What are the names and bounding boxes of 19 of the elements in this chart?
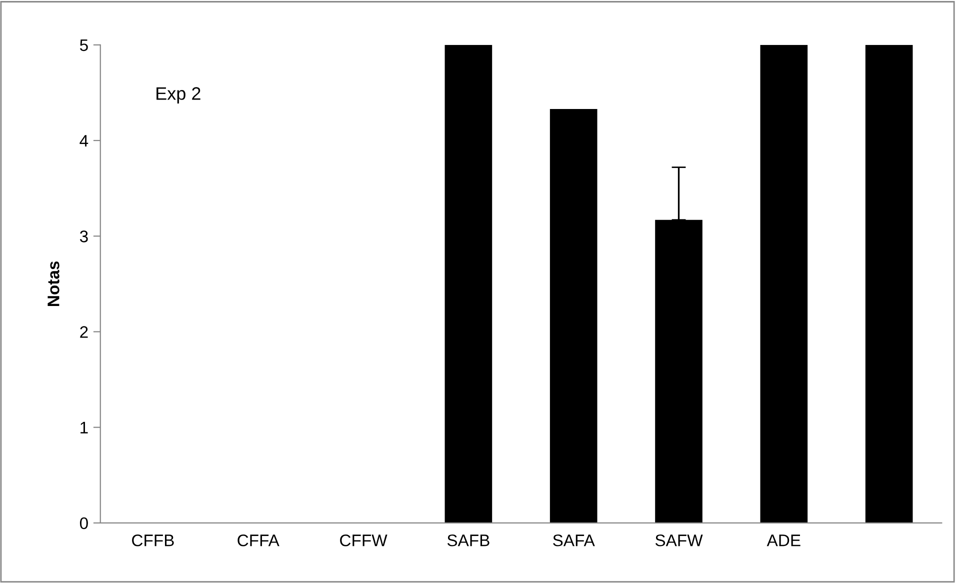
x-tick-label: CFFA [238, 534, 280, 546]
y-tick-label: 0 [80, 517, 88, 530]
bar [760, 44, 808, 523]
x-tick-label: CFFW [340, 534, 388, 546]
y-tick-label: 4 [80, 135, 88, 147]
bar [550, 108, 598, 523]
bar [865, 44, 913, 523]
y-axis-title: Notas [48, 261, 60, 306]
y-tick-label: 5 [80, 39, 88, 52]
y-tick-label: 2 [80, 326, 88, 338]
y-tick-label: 1 [80, 422, 88, 434]
x-tick-label: SAFW [655, 534, 703, 546]
bar [444, 44, 492, 523]
x-tick-label: SAFB [447, 534, 490, 546]
y-tick-label: 3 [80, 230, 88, 242]
x-tick-label: SAFA [553, 534, 595, 546]
x-tick-label: CFFB [132, 534, 174, 546]
annotation: Exp 2 [156, 87, 200, 104]
x-tick-label: ADE [766, 534, 800, 546]
